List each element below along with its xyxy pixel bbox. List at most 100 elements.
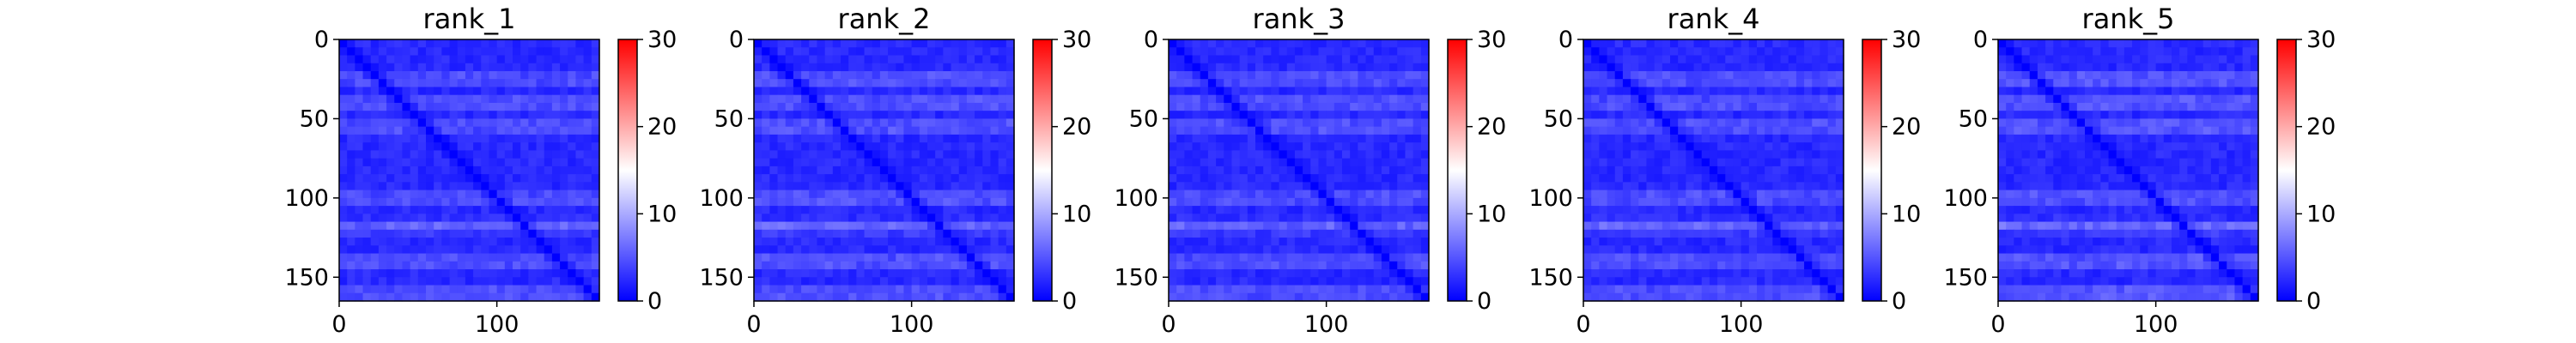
heatmap-cell <box>1835 214 1844 223</box>
heatmap-cell <box>1725 253 1735 262</box>
heatmap-cell <box>1207 158 1217 167</box>
heatmap-cell <box>1294 134 1303 143</box>
heatmap-cell <box>1405 94 1414 104</box>
heatmap-cell <box>1583 158 1592 167</box>
heatmap-cell <box>1350 292 1358 302</box>
heatmap-cell <box>903 118 913 128</box>
heatmap-cell <box>2069 70 2078 80</box>
heatmap-cell <box>848 79 857 88</box>
heatmap-cell <box>762 134 770 143</box>
heatmap-cell <box>1294 221 1303 231</box>
heatmap-cell <box>2148 142 2157 151</box>
heatmap-cell <box>394 39 404 48</box>
heatmap-cell <box>1271 174 1280 183</box>
heatmap-cell <box>1224 182 1233 191</box>
heatmap-cell <box>754 277 762 286</box>
heatmap-cell <box>1255 277 1264 286</box>
heatmap-cell <box>1381 94 1390 104</box>
heatmap-cell <box>481 190 490 199</box>
heatmap-cell <box>1795 197 1805 207</box>
heatmap-cell <box>1733 63 1742 72</box>
heatmap-cell <box>1389 190 1398 199</box>
heatmap-cell <box>1342 70 1351 80</box>
heatmap-cell <box>528 269 538 278</box>
heatmap-cell <box>1420 70 1430 80</box>
heatmap-cell <box>355 63 364 72</box>
heatmap-cell <box>513 197 521 207</box>
heatmap-cell <box>998 165 1007 175</box>
heatmap-cell <box>1646 134 1656 143</box>
heatmap-cell <box>441 79 451 88</box>
heatmap-cell <box>1231 87 1241 96</box>
heatmap-cell <box>864 292 873 302</box>
heatmap-cell <box>481 238 490 246</box>
heatmap-cell <box>975 55 983 64</box>
heatmap-cell <box>1998 63 2007 72</box>
heatmap-cell <box>378 39 387 48</box>
heatmap-cell <box>1812 79 1821 88</box>
heatmap-cell <box>386 118 395 128</box>
heatmap-cell <box>417 126 427 135</box>
heatmap-cell <box>1631 221 1639 231</box>
heatmap-cell <box>879 70 889 80</box>
heatmap-cell <box>465 87 474 96</box>
heatmap-cell <box>520 221 529 231</box>
heatmap-cell <box>2219 94 2227 104</box>
heatmap-cell <box>1342 150 1351 159</box>
heatmap-cell <box>935 285 944 294</box>
heatmap-cell <box>496 47 506 57</box>
heatmap-cell <box>591 245 600 255</box>
heatmap-cell <box>1741 126 1750 135</box>
heatmap-cell <box>560 174 568 183</box>
heatmap-cell <box>1310 126 1320 135</box>
heatmap-cell <box>1614 221 1624 231</box>
heatmap-cell <box>856 126 866 135</box>
heatmap-cell <box>809 206 818 214</box>
heatmap-cell <box>355 238 364 246</box>
heatmap-cell <box>1757 158 1765 167</box>
heatmap-cell <box>1231 47 1241 57</box>
heatmap-cell <box>1835 190 1844 199</box>
heatmap-cell <box>1638 39 1648 48</box>
heatmap-cell <box>1192 111 1201 120</box>
heatmap-cell <box>1780 245 1789 255</box>
y-tick-label: 50 <box>300 105 329 132</box>
heatmap-cell <box>2116 102 2125 111</box>
heatmap-cell <box>465 111 474 120</box>
heatmap-cell <box>1709 79 1718 88</box>
heatmap-cell <box>1780 47 1789 57</box>
heatmap-cells <box>1998 39 2259 302</box>
heatmap-cell <box>958 158 968 167</box>
heatmap-cell <box>544 277 553 286</box>
heatmap-cell <box>1224 150 1233 159</box>
heatmap-cell <box>1772 261 1782 270</box>
heatmap-cell <box>1005 142 1015 151</box>
heatmap-cell <box>465 142 474 151</box>
heatmap-cell <box>1583 63 1592 72</box>
heatmap-cell <box>1765 206 1773 214</box>
heatmap-cell <box>520 253 529 262</box>
heatmap-cell <box>457 285 466 294</box>
heatmap-cell <box>1795 142 1805 151</box>
heatmap-cell <box>449 277 459 286</box>
heatmap-cell <box>762 245 770 255</box>
heatmap-cell <box>824 39 834 48</box>
heatmap-cell <box>1757 292 1765 302</box>
heatmap-cell <box>1827 182 1837 191</box>
heatmap-cell <box>2140 94 2149 104</box>
heatmap-cell <box>2163 63 2172 72</box>
heatmap-cell <box>927 229 936 238</box>
heatmap-cell <box>856 87 866 96</box>
heatmap-cell <box>1757 261 1765 270</box>
heatmap-cell <box>1709 55 1718 64</box>
heatmap-cell <box>2100 47 2110 57</box>
heatmap-cell <box>1207 55 1217 64</box>
heatmap-cell <box>520 142 529 151</box>
heatmap-cell <box>1342 238 1351 246</box>
heatmap-cell <box>824 79 834 88</box>
heatmap-cell <box>1622 229 1631 238</box>
heatmap-cell <box>394 182 404 191</box>
heatmap-cell <box>1654 94 1663 104</box>
heatmap-cell <box>1255 158 1264 167</box>
heatmap-cell <box>1365 79 1375 88</box>
